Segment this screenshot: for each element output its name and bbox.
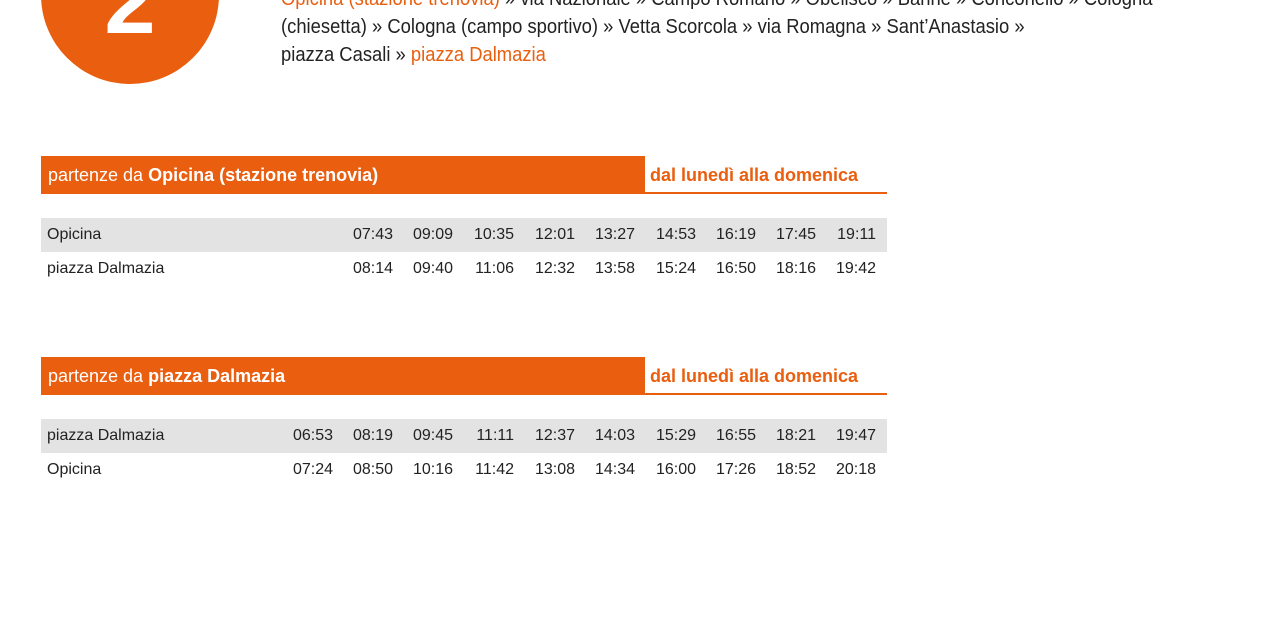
departure-time: 07:24 [292,461,333,478]
departure-time: 16:19 [715,226,756,243]
route-line-3: piazza Casali » piazza Dalmazia [281,41,1164,69]
departure-time: 09:40 [412,260,453,277]
table-row: piazza Dalmazia 08:14 09:40 11:06 12:32 13:58… [41,252,887,286]
route-description: Opicina (stazione trenovia) » via Nazion… [281,0,1164,69]
table-row: Opicina 07:43 09:09 10:35 12:01 13:27 14:53 16:… [41,218,887,252]
departure-time: 06:53 [292,427,333,444]
timetable: piazza Dalmazia 06:53 08:19 09:45 11:11 12:37… [41,419,887,487]
section-header: partenze da Opicina (stazione trenovia) … [41,156,887,194]
service-days: dal lunedì alla domenica [645,357,887,395]
route-stop-highlight: piazza Dalmazia [410,44,546,66]
departure-time: 14:03 [594,427,635,444]
departure-time: 18:52 [775,461,816,478]
departure-time: 12:01 [534,226,575,243]
departure-time: 14:34 [594,461,635,478]
header-prefix: partenze da [48,165,149,185]
departure-time: 13:27 [594,226,635,243]
departure-time: 10:35 [473,226,514,243]
route-line-1: Opicina (stazione trenovia) » via Nazion… [281,0,1164,13]
departure-time: 11:11 [476,427,514,444]
departure-time: 18:21 [775,427,816,444]
departure-time: 12:37 [534,427,575,444]
departure-time: 17:26 [715,461,756,478]
departure-time: 19:42 [835,260,876,277]
stop-name: Opicina [47,226,102,243]
timetable-section-2: partenze da piazza Dalmazia dal lunedì a… [41,357,887,478]
departure-time: 12:32 [534,260,575,277]
departure-time: 16:55 [715,427,756,444]
departure-time: 19:11 [837,226,876,243]
departure-time: 11:06 [475,260,514,277]
departure-time: 08:14 [352,260,393,277]
departure-time: 08:50 [352,461,393,478]
departure-time: 18:16 [775,260,816,277]
stop-name: piazza Dalmazia [47,427,165,444]
departure-time: 20:18 [835,461,876,478]
timetable: Opicina 07:43 09:09 10:35 12:01 13:27 14:53 16:… [41,218,887,286]
departure-time: 13:58 [594,260,635,277]
departure-time: 10:16 [412,461,453,478]
departure-time: 09:09 [412,226,453,243]
stop-name: Opicina [47,461,102,478]
route-text: piazza Casali » [281,44,411,66]
departure-time: 09:45 [412,427,453,444]
departure-time: 07:43 [352,226,393,243]
departure-time: 15:24 [655,260,696,277]
line-number: 2 [104,0,156,53]
departure-time: 15:29 [655,427,696,444]
service-days: dal lunedì alla domenica [645,156,887,194]
departure-time: 19:47 [835,427,876,444]
table-row: Opicina 07:24 08:50 10:16 11:42 13:08 14:34 16:… [41,453,887,487]
timetable-section-1: partenze da Opicina (stazione trenovia) … [41,156,887,277]
departures-from-bar: partenze da piazza Dalmazia [41,357,645,395]
header-origin: Opicina (stazione trenovia) [148,165,379,185]
route-text: (chiesetta) » Cologna (campo sportivo) »… [281,16,1025,38]
departure-time: 16:50 [715,260,756,277]
stop-name: piazza Dalmazia [47,260,165,277]
departure-time: 13:08 [534,461,575,478]
route-text: » via Nazionale » Campo Romano » Obelisc… [500,0,1152,10]
departure-time: 16:00 [655,461,696,478]
header-prefix: partenze da [48,366,149,386]
departure-time: 11:42 [475,461,514,478]
table-row: piazza Dalmazia 06:53 08:19 09:45 11:11 12:37… [41,419,887,453]
section-header: partenze da piazza Dalmazia dal lunedì a… [41,357,887,395]
line-number-badge: 2 [41,0,219,84]
header-origin: piazza Dalmazia [148,366,286,386]
route-stop-highlight: Opicina (stazione trenovia) [281,0,500,10]
departure-time: 08:19 [352,427,393,444]
departure-time: 17:45 [775,226,816,243]
route-line-2: (chiesetta) » Cologna (campo sportivo) »… [281,13,1164,41]
departure-time: 14:53 [655,226,696,243]
departures-from-bar: partenze da Opicina (stazione trenovia) [41,156,645,194]
